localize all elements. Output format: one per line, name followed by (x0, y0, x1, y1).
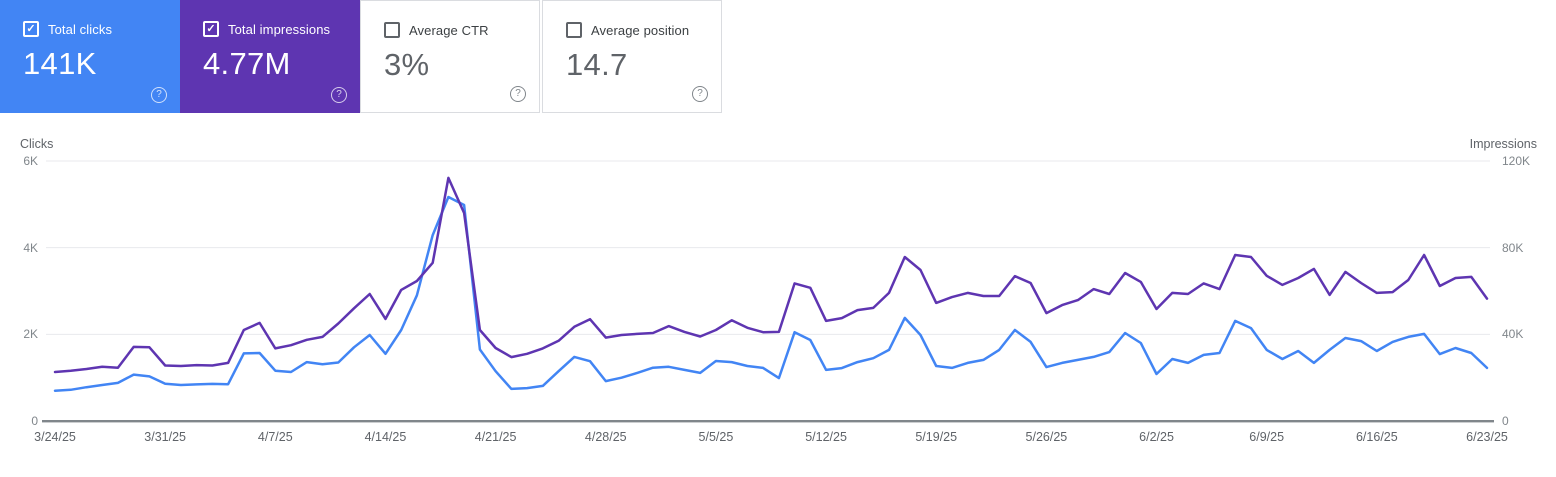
help-icon[interactable]: ? (692, 86, 708, 102)
metric-card-value: 3% (384, 47, 430, 82)
clicks-line[interactable] (53, 195, 1489, 392)
right-axis-tick-label: 0 (1502, 414, 1509, 428)
date-tick-label: 6/16/25 (1355, 430, 1398, 444)
metric-card-header: ✓ Total clicks (23, 21, 180, 37)
metric-card-header: ✓ Total impressions (203, 21, 360, 37)
date-tick-label: 4/21/25 (474, 430, 517, 444)
left-axis-tick-label: 0 (31, 414, 38, 428)
date-tick-label: 6/23/25 (1466, 430, 1508, 444)
date-tick-label: 6/9/25 (1249, 430, 1285, 444)
checkbox-unchecked-icon[interactable] (566, 22, 582, 38)
metric-card-label: Total impressions (228, 21, 331, 37)
metric-card-value: 4.77M (203, 46, 291, 81)
impressions-line[interactable] (53, 176, 1489, 374)
date-tick-label: 4/28/25 (584, 430, 627, 444)
metric-card-total-impressions[interactable]: ✓ Total impressions 4.77M ? (180, 0, 360, 113)
left-axis-tick-label: 2K (23, 327, 38, 342)
left-axis-tick-label: 6K (23, 154, 38, 168)
help-icon[interactable]: ? (510, 86, 526, 102)
metric-card-value: 141K (23, 46, 97, 81)
metric-card-total-clicks[interactable]: ✓ Total clicks 141K ? (0, 0, 180, 113)
right-axis-tick-label: 80K (1502, 240, 1524, 255)
right-axis-tick-label: 40K (1502, 327, 1524, 342)
left-axis-tick-label: 4K (23, 240, 38, 255)
metric-card-header: Average CTR (384, 22, 539, 38)
date-tick-label: 3/24/25 (34, 430, 76, 444)
help-icon[interactable]: ? (151, 87, 167, 103)
checkbox-checked-icon[interactable]: ✓ (23, 21, 39, 37)
metric-card-label: Total clicks (48, 21, 113, 37)
metric-card-label: Average CTR (409, 22, 489, 38)
metric-card-average-ctr[interactable]: Average CTR 3% ? (360, 0, 540, 113)
date-tick-label: 5/26/25 (1025, 430, 1068, 444)
help-icon[interactable]: ? (331, 87, 347, 103)
date-tick-label: 6/2/25 (1139, 430, 1174, 444)
right-axis-title: Impressions (1469, 137, 1537, 151)
metric-card-average-position[interactable]: Average position 14.7 ? (542, 0, 722, 113)
x-axis-line (42, 420, 1494, 423)
date-tick-label: 4/14/25 (364, 430, 407, 444)
metric-cards: ✓ Total clicks 141K ? ✓ Total impression… (0, 0, 722, 113)
date-tick-label: 3/31/25 (144, 430, 186, 444)
checkbox-checked-icon[interactable]: ✓ (203, 21, 219, 37)
checkbox-unchecked-icon[interactable] (384, 22, 400, 38)
metric-card-label: Average position (591, 22, 690, 38)
date-tick-label: 5/5/25 (698, 430, 734, 444)
date-tick-label: 5/19/25 (915, 430, 958, 444)
date-tick-label: 4/7/25 (257, 430, 293, 444)
left-axis-title: Clicks (20, 137, 54, 151)
date-tick-label: 5/12/25 (805, 430, 847, 444)
metric-card-value: 14.7 (566, 47, 628, 82)
metric-card-header: Average position (566, 22, 721, 38)
right-axis-tick-label: 120K (1502, 154, 1531, 168)
